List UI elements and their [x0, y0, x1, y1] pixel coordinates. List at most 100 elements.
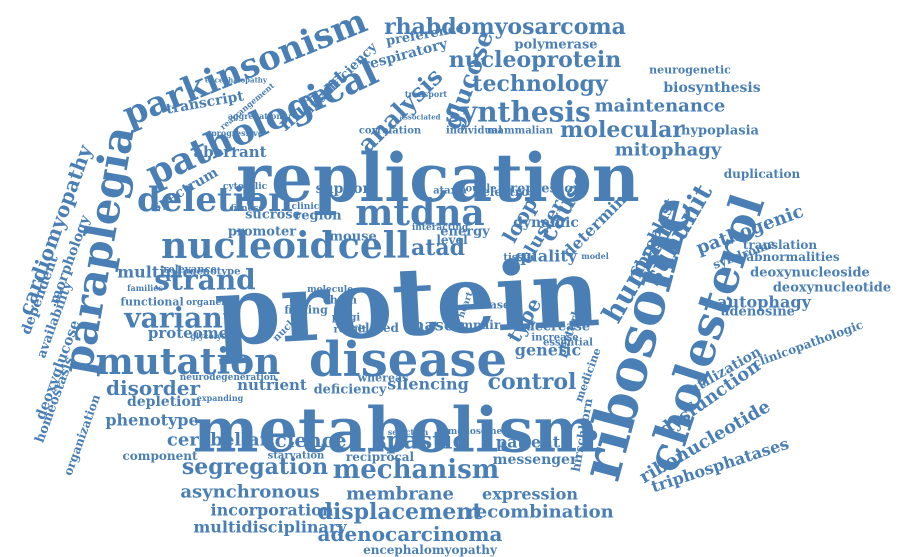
word-protein: protein [212, 238, 602, 368]
word-depletion: depletion [127, 394, 201, 410]
word-rnase: rnase [476, 299, 510, 312]
word-hypoplasia: hypoplasia [681, 124, 759, 139]
word-electron: electron [482, 185, 538, 199]
word-expanding: expanding [197, 393, 244, 403]
word-recombination: recombination [466, 502, 613, 523]
word-mtdna: mtdna [355, 192, 484, 234]
word-atad: atad [411, 235, 465, 261]
word-monosome: monosome [448, 427, 503, 437]
word-correlation: correlation [359, 126, 422, 137]
word-aggregation: aggregation [228, 111, 283, 121]
word-aberrant: aberrant [193, 143, 266, 161]
word-phenotype: phenotype [105, 411, 198, 430]
word-ataxia: ataxia [433, 186, 467, 197]
word-glycolysis: glycolysis [190, 331, 234, 341]
word-polymerase: polymerase [514, 38, 597, 53]
word-incorporation: incorporation [211, 501, 334, 520]
word-result: result [334, 325, 367, 336]
word-deoxynucleoside: deoxynucleoside [750, 266, 870, 281]
word-deficiency: deficiency [314, 383, 387, 398]
word-genetic: genetic [515, 341, 582, 360]
word-chain: chain [323, 294, 357, 307]
word-clinical: clinical [291, 202, 329, 212]
word-transport: transport [405, 89, 448, 99]
word-disease: disease [309, 332, 507, 388]
word-maintenance: maintenance [595, 96, 726, 117]
word-proteome: proteome [148, 324, 228, 342]
word-energy: energy [440, 225, 490, 240]
word-quality: quality [515, 247, 578, 266]
word-multiple: multiple [117, 263, 193, 282]
word-decrease: decrease [526, 320, 590, 335]
word-families: families [127, 283, 163, 293]
word-cerebellar: cerebellar [167, 430, 270, 451]
word-membrane: membrane [346, 484, 454, 505]
word-rnaseh: rnaseh [404, 316, 466, 335]
word-couple: couple [459, 184, 496, 195]
word-organelle: organelle [186, 298, 234, 308]
word-duplication: duplication [724, 167, 801, 181]
word-adenosine: adenosine [721, 305, 795, 320]
word-encephalomyopathy: encephalomyopathy [363, 543, 498, 557]
word-fitness: fitness [230, 204, 263, 214]
word-expression: expression [482, 485, 578, 504]
word-cytosolic: cytosolic [223, 182, 268, 192]
word-increase: increase [531, 333, 578, 344]
word-disorder: disorder [106, 376, 200, 400]
word-molecule: molecule [307, 285, 353, 295]
word-silencing: silencing [387, 375, 469, 394]
word-level: level [436, 233, 468, 247]
word-patient: patient [496, 433, 561, 452]
word-whereas: whereas [357, 372, 409, 385]
word-adenocarcinoma: adenocarcinoma [318, 522, 503, 546]
word-selection: selection [388, 427, 429, 437]
word-neurodegeneration: neurodegeneration [180, 373, 277, 383]
word-dynamic: dynamic [513, 215, 579, 231]
word-individual: individual [446, 126, 502, 137]
word-organization: organization [61, 392, 103, 477]
word-replication: replication [236, 139, 640, 217]
word-rhabdomyosarcoma: rhabdomyosarcoma [384, 14, 626, 40]
word-interacting: interacting [412, 223, 469, 233]
word-starvation: starvation [268, 451, 325, 462]
word-encephalopathy: encephalopathy [205, 76, 268, 85]
word-clinicopathologic: clinicopathologic [751, 318, 865, 371]
word-strand: strand [154, 264, 256, 297]
word-control: control [488, 369, 577, 395]
word-promoter: promoter [228, 225, 296, 240]
word-essential: essential [543, 338, 593, 349]
word-synthesis: synthesis [445, 96, 591, 129]
word-mechanism: mechanism [333, 455, 500, 485]
word-mammalian: mammalian [487, 126, 554, 137]
word-technology: technology [472, 71, 609, 97]
word-related: related [351, 321, 399, 335]
word-genotype: genotype [189, 267, 240, 278]
word-deoxynucleotide: deoxynucleotide [773, 281, 891, 296]
word-segregation: segregation [182, 454, 328, 480]
word-molecular: molecular [560, 117, 684, 143]
word-polgi: polgi [332, 313, 360, 324]
word-science: science [263, 428, 346, 452]
word-deletion: deletion [137, 180, 293, 220]
word-repressor: repressor [510, 182, 580, 197]
word-neurogenetic: neurogenetic [649, 64, 731, 77]
word-autophagy: autophagy [717, 293, 811, 312]
word-variant: variant [123, 302, 235, 335]
word-progressive: progressive [211, 128, 263, 138]
word-mutation: mutation [96, 341, 281, 383]
word-displacement: displacement [318, 499, 484, 525]
word-sucrose: sucrose [245, 208, 301, 223]
word-biosynthesis: biosynthesis [663, 80, 760, 96]
word-component: component [122, 449, 197, 463]
word-reciprocal: reciprocal [346, 450, 415, 464]
word-spastic: spastic [373, 426, 467, 455]
word-nutrient: nutrient [237, 376, 307, 394]
word-mitophagy: mitophagy [615, 140, 722, 161]
word-functional: functional [120, 296, 183, 309]
word-region: region [294, 209, 342, 224]
word-multidisciplinary: multidisciplinary [193, 518, 347, 537]
word-associated: associated [399, 113, 440, 122]
word-messenger: messenger [493, 452, 578, 468]
